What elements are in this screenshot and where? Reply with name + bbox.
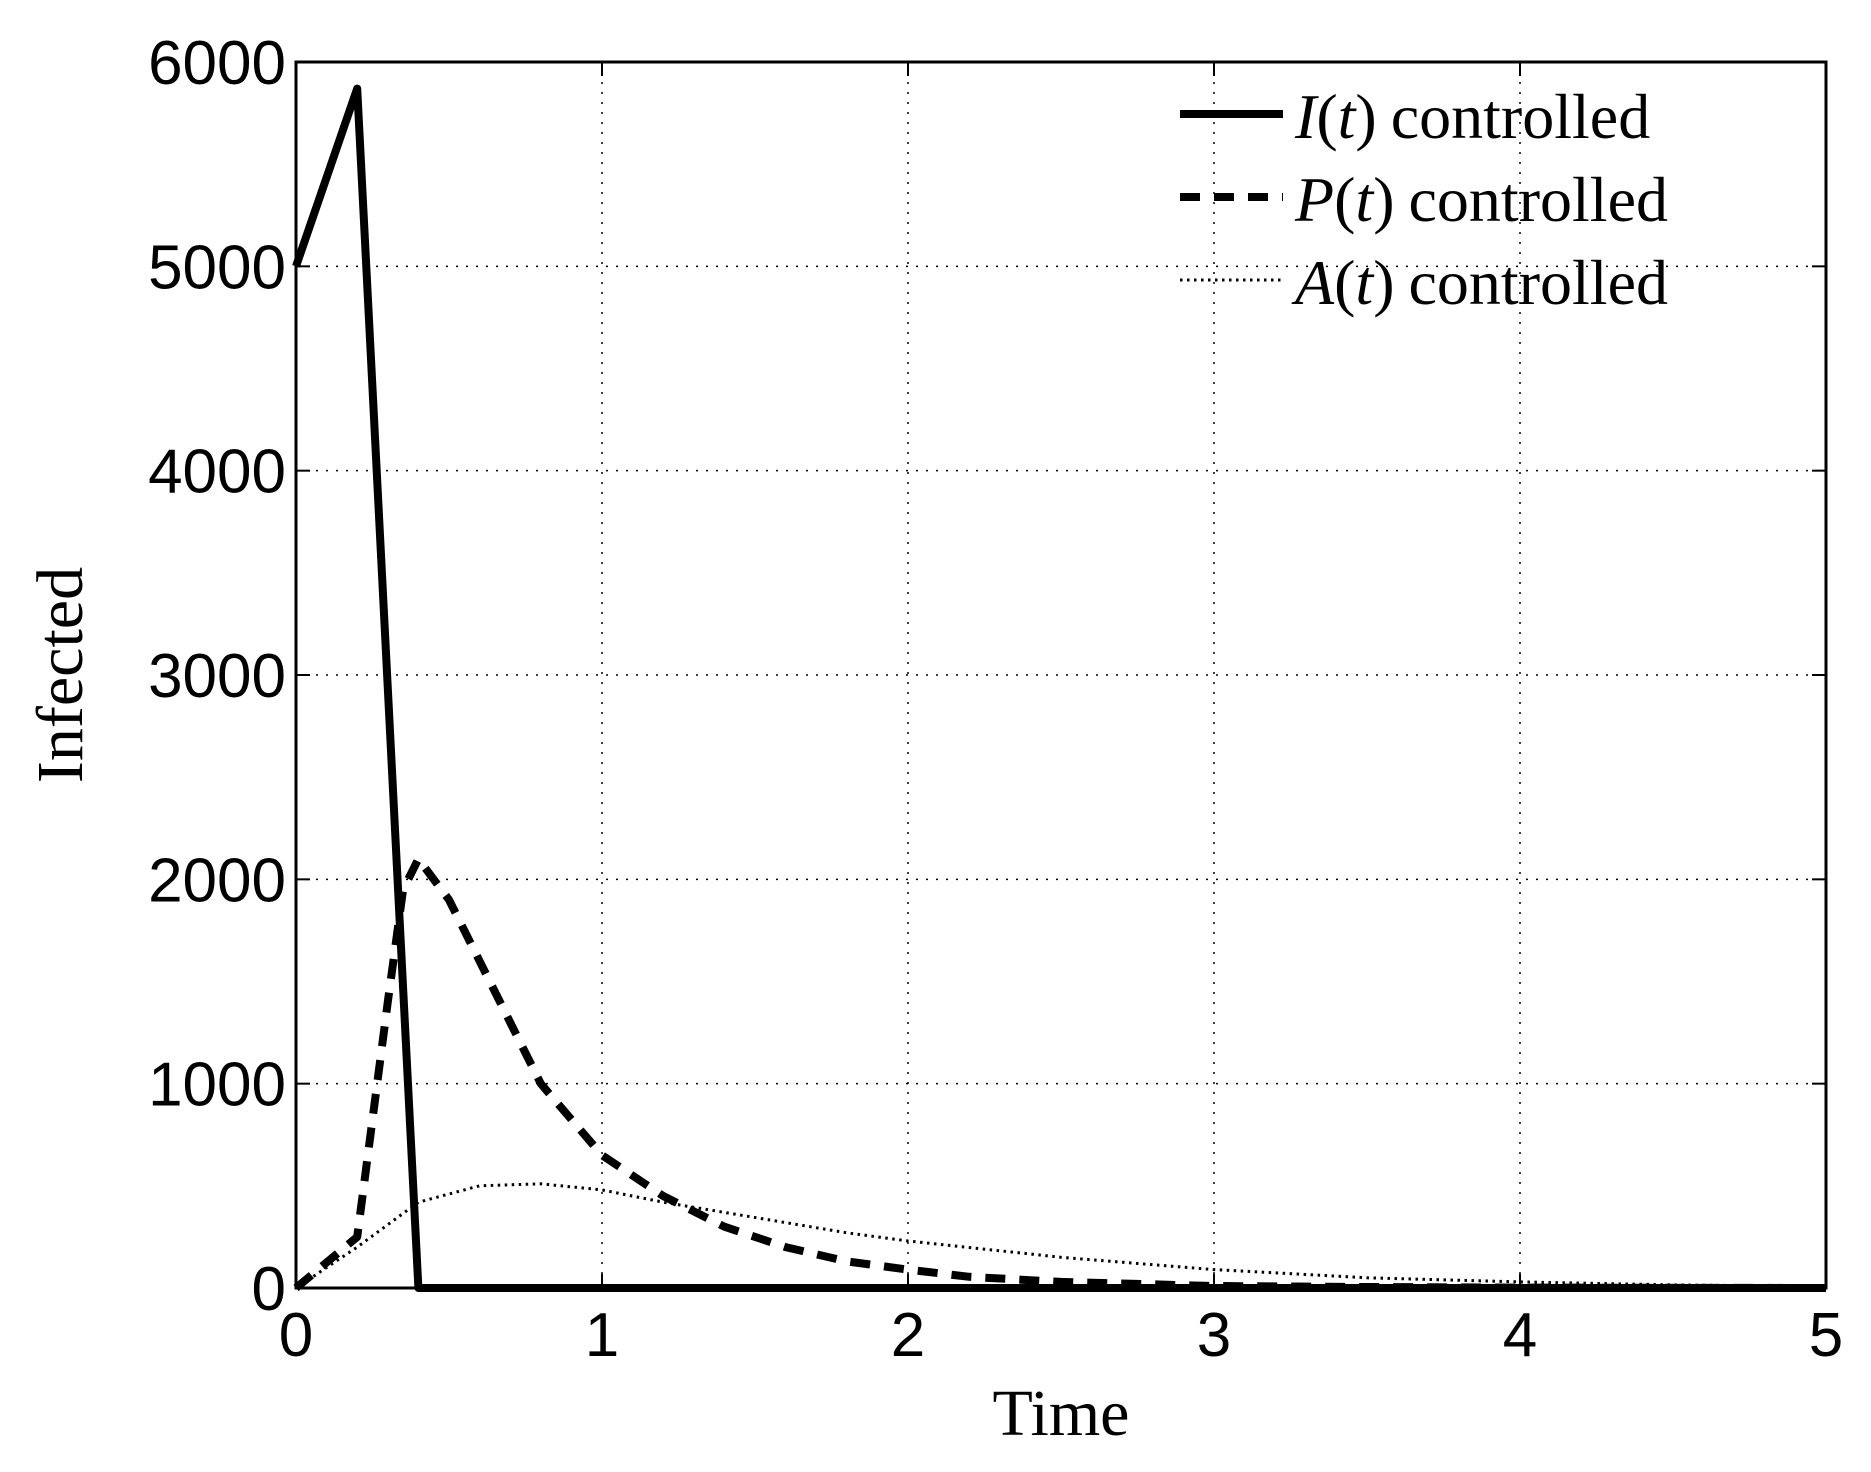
legend-suffix: controlled bbox=[1391, 81, 1650, 152]
legend-paren-open: ( bbox=[1334, 247, 1355, 318]
legend-variable: t bbox=[1338, 81, 1358, 152]
y-tick-label: 0 bbox=[252, 1255, 286, 1324]
tick-labels: 0 1 2 3 4 5 0 1000 2000 3000 4000 5000 6000 bbox=[148, 29, 1843, 1370]
legend-variable: t bbox=[1355, 247, 1375, 318]
y-tick-label: 2000 bbox=[148, 846, 286, 915]
legend-symbol: I bbox=[1294, 81, 1319, 152]
legend-symbol: P bbox=[1294, 164, 1334, 235]
x-tick-label: 4 bbox=[1503, 1301, 1537, 1370]
y-tick-label: 6000 bbox=[148, 29, 286, 98]
legend-label-I: I(t) controlled bbox=[1294, 81, 1650, 152]
legend-paren-open: ( bbox=[1334, 164, 1355, 235]
x-tick-label: 3 bbox=[1197, 1301, 1231, 1370]
legend-paren-close: ) bbox=[1373, 164, 1394, 235]
legend-paren-close: ) bbox=[1373, 247, 1394, 318]
y-tick-label: 3000 bbox=[148, 642, 286, 711]
legend-suffix: controlled bbox=[1409, 164, 1668, 235]
legend-label-P: P(t) controlled bbox=[1294, 164, 1668, 235]
x-tick-label: 5 bbox=[1809, 1301, 1843, 1370]
y-tick-label: 1000 bbox=[148, 1051, 286, 1120]
x-axis-label: Time bbox=[993, 1377, 1130, 1450]
ticks bbox=[295, 61, 1827, 1289]
x-tick-label: 0 bbox=[279, 1301, 313, 1370]
legend-label-A: A(t) controlled bbox=[1291, 247, 1668, 318]
y-tick-label: 5000 bbox=[148, 233, 286, 302]
grid bbox=[296, 62, 1826, 1288]
legend-paren-open: ( bbox=[1316, 81, 1337, 152]
series-line-P bbox=[293, 854, 1827, 1292]
x-tick-label: 2 bbox=[891, 1301, 925, 1370]
legend-suffix: controlled bbox=[1409, 247, 1668, 318]
y-axis-label: Infected bbox=[24, 567, 97, 783]
legend-symbol: A bbox=[1291, 247, 1335, 318]
x-tick-label: 1 bbox=[585, 1301, 619, 1370]
y-tick-label: 4000 bbox=[148, 438, 286, 507]
legend-variable: t bbox=[1355, 164, 1375, 235]
legend-paren-close: ) bbox=[1355, 81, 1376, 152]
